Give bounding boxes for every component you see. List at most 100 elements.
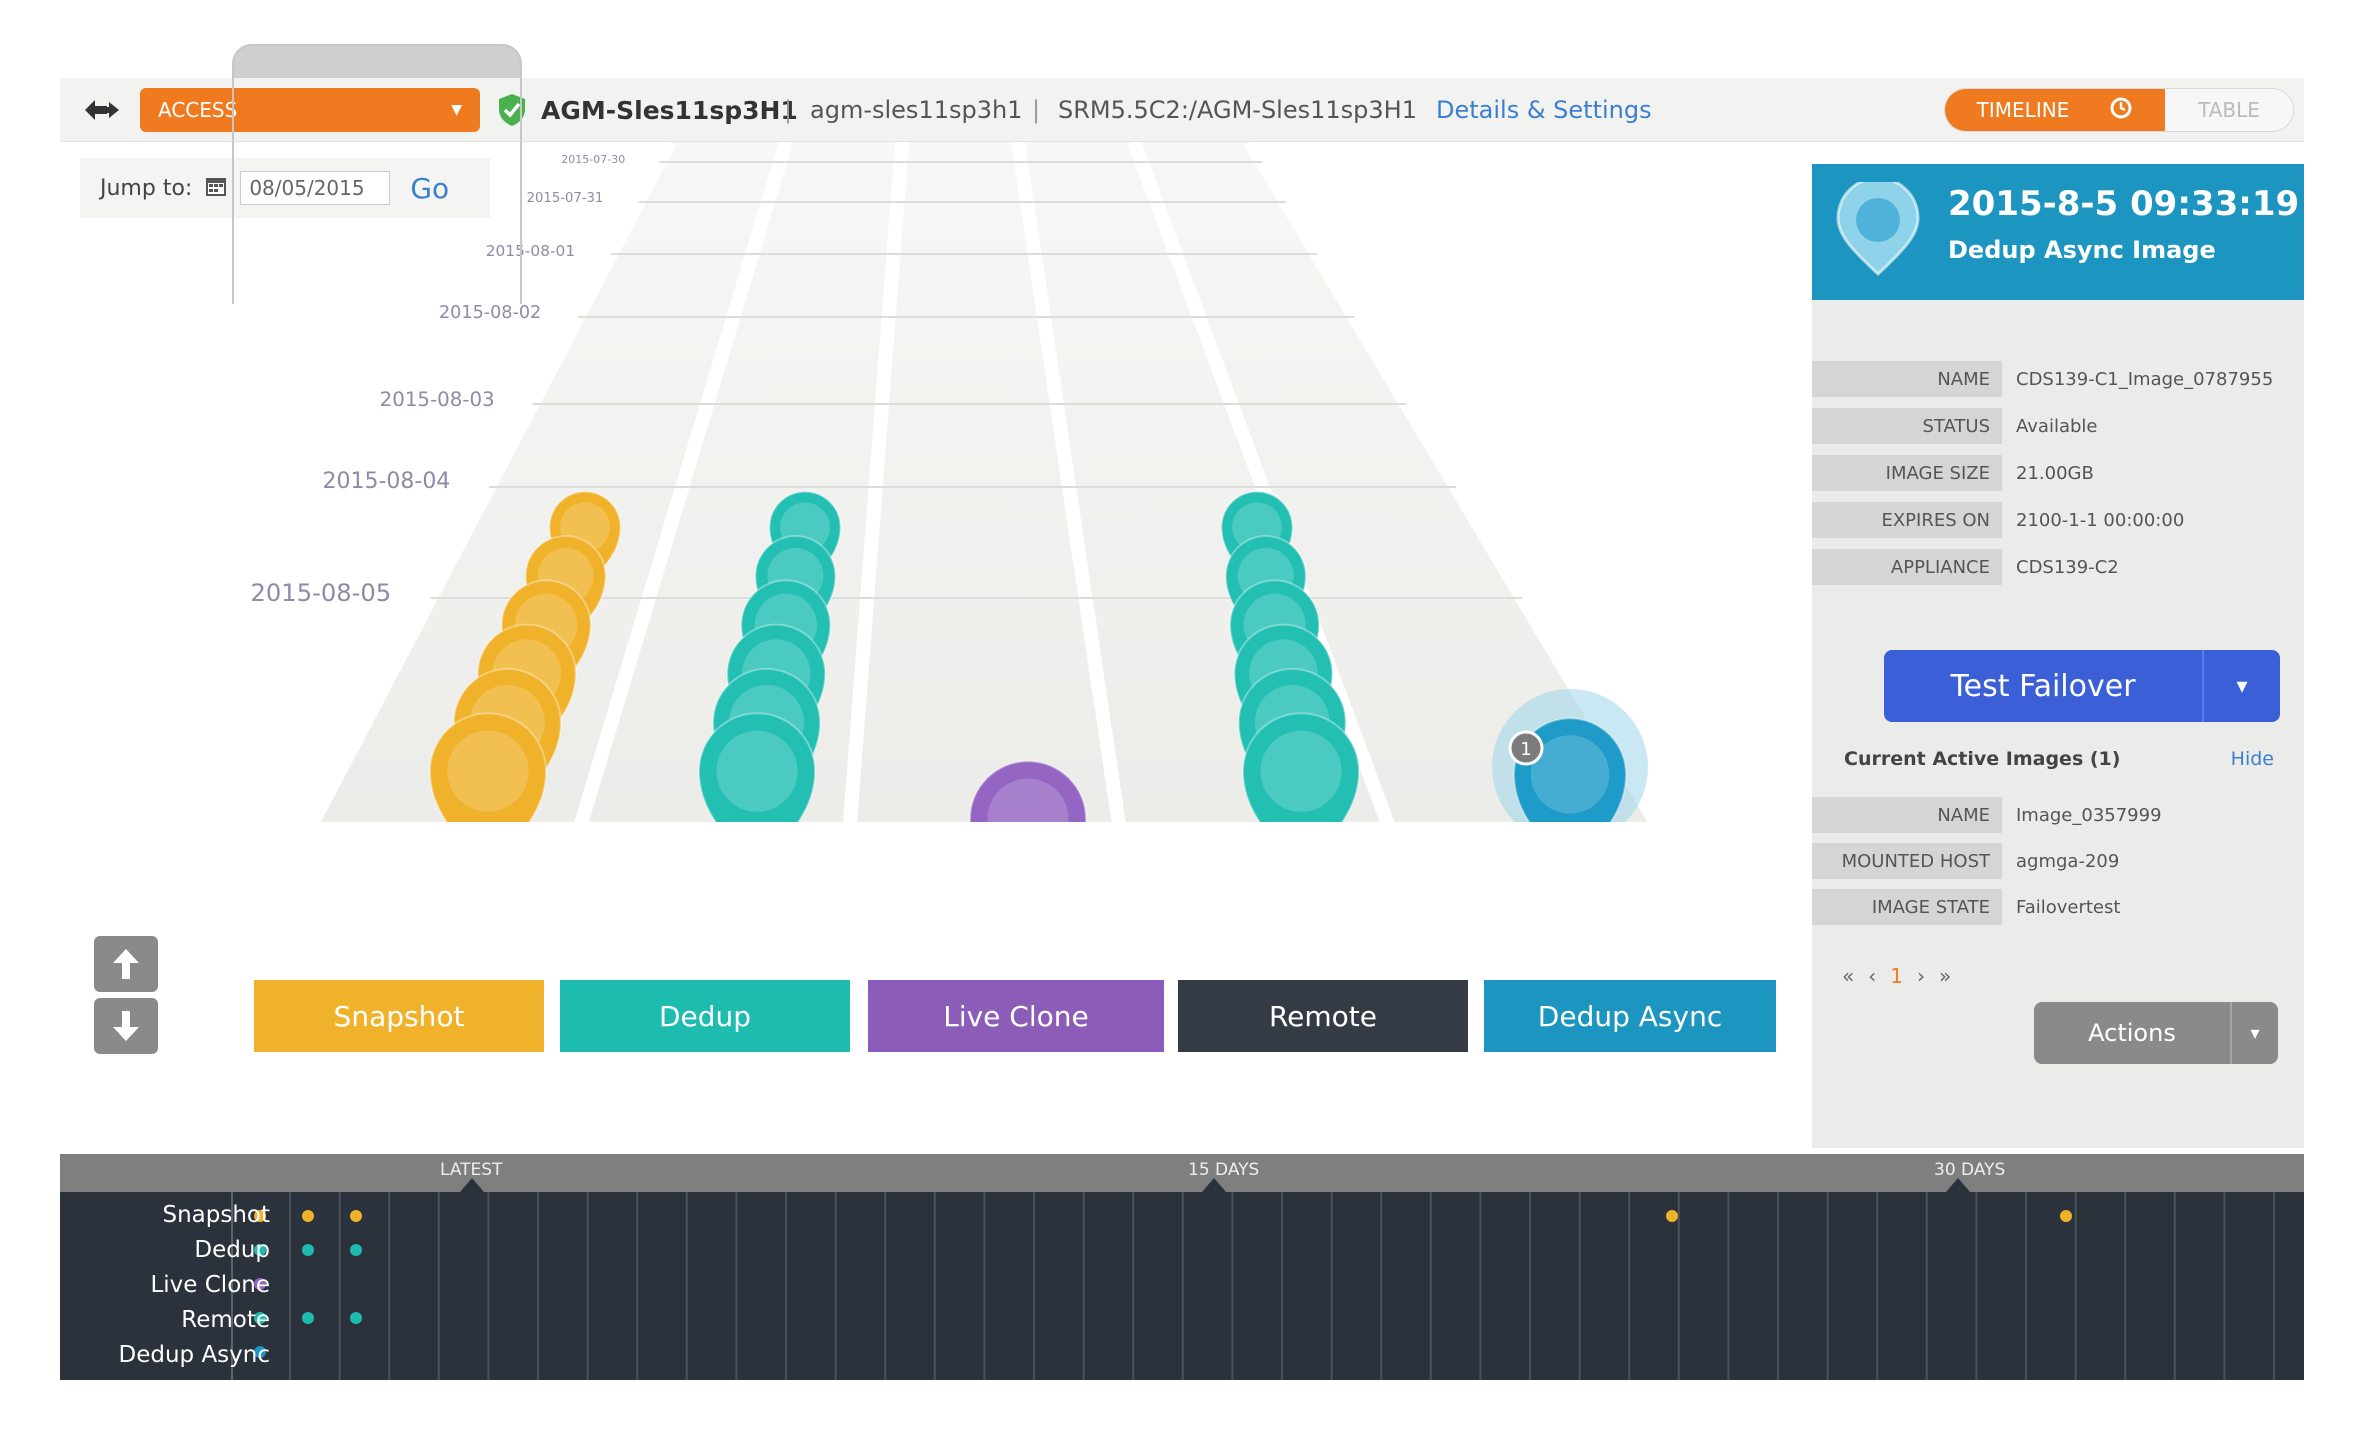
jump-date-input[interactable] bbox=[240, 171, 391, 205]
access-label: ACCESS bbox=[158, 98, 238, 122]
go-button[interactable]: Go bbox=[410, 171, 450, 205]
field-value: agmga-209 bbox=[2016, 850, 2120, 872]
date-tick-label: 2015-08-04 bbox=[322, 469, 451, 495]
date-tick-label: 2015-08-01 bbox=[485, 241, 576, 260]
next-page-button[interactable]: › bbox=[1916, 964, 1925, 988]
actions-dropdown-button[interactable]: ▾ bbox=[2230, 1002, 2278, 1064]
actions-button[interactable]: Actions bbox=[2088, 1019, 2176, 1047]
pager: « ‹ 1 › » bbox=[1842, 964, 1951, 988]
test-failover-button[interactable]: Test Failover bbox=[1950, 668, 2136, 704]
timeline-strip: LATEST 15 DAYS 30 DAYS Snapshot Dedup Li… bbox=[60, 1154, 2304, 1380]
count-badge bbox=[1508, 730, 1544, 766]
pin-body bbox=[697, 712, 817, 822]
field-row: STATUS Available bbox=[1812, 407, 2304, 445]
separator: | bbox=[1032, 96, 1041, 124]
image-lanes-stage: 1 bbox=[305, 142, 1664, 822]
marker-15-days: 15 DAYS bbox=[1188, 1160, 1260, 1180]
field-key: NAME bbox=[1812, 361, 2002, 397]
timeline-dot bbox=[2060, 1210, 2072, 1222]
category-dedup[interactable]: Dedup bbox=[560, 980, 850, 1052]
timeline-dot bbox=[350, 1244, 362, 1256]
category-dedup-async[interactable]: Dedup Async bbox=[1484, 980, 1776, 1052]
image-pin bbox=[1241, 712, 1361, 822]
jump-label: Jump to: bbox=[100, 175, 193, 201]
field-key: STATUS bbox=[1812, 408, 2002, 444]
category-label: Live Clone bbox=[943, 999, 1089, 1033]
timeline-dots bbox=[254, 1210, 2072, 1358]
calendar-icon[interactable] bbox=[204, 174, 228, 202]
first-page-button[interactable]: « bbox=[1842, 964, 1855, 988]
category-live-clone[interactable]: Live Clone bbox=[868, 980, 1164, 1052]
timeline-dot bbox=[254, 1244, 266, 1256]
view-toggle: TIMELINE TABLE bbox=[1944, 88, 2294, 132]
chevron-down-icon: ▾ bbox=[2250, 1022, 2260, 1044]
field-key: NAME bbox=[1812, 797, 2002, 833]
field-value: CDS139-C1_Image_0787955 bbox=[2016, 368, 2274, 390]
scroll-down-button[interactable] bbox=[94, 998, 158, 1054]
prev-page-button[interactable]: ‹ bbox=[1868, 964, 1877, 988]
field-value: Failovertest bbox=[2016, 896, 2121, 918]
date-tick-label: 2015-08-05 bbox=[250, 578, 392, 607]
pin-icon bbox=[1836, 182, 1920, 277]
timeline-row-label: Dedup Async bbox=[118, 1342, 271, 1368]
app-name: AGM-Sles11sp3H1 bbox=[541, 95, 798, 125]
category-snapshot[interactable]: Snapshot bbox=[254, 980, 544, 1052]
image-pin bbox=[697, 712, 817, 822]
lane-divider bbox=[305, 142, 677, 822]
test-failover-group: Test Failover ▾ bbox=[1884, 650, 2280, 722]
field-key: IMAGE STATE bbox=[1812, 889, 2002, 925]
timeline-dot bbox=[254, 1278, 266, 1290]
marker-30-days: 30 DAYS bbox=[1934, 1160, 2006, 1180]
category-remote[interactable]: Remote bbox=[1178, 980, 1468, 1052]
details-settings-link[interactable]: Details & Settings bbox=[1436, 96, 1652, 124]
shield-icon bbox=[497, 78, 527, 142]
lane-divider bbox=[1011, 142, 1126, 822]
jump-to-bar: Jump to: Go bbox=[80, 158, 490, 218]
marker-caret bbox=[460, 1178, 484, 1192]
timeline-dot bbox=[302, 1312, 314, 1324]
pin-body bbox=[968, 760, 1088, 822]
timeline-dot bbox=[302, 1210, 314, 1222]
separator: | bbox=[784, 96, 793, 124]
timeline-view-button[interactable]: TIMELINE bbox=[1945, 89, 2165, 131]
active-field-row: NAME Image_0357999 bbox=[1812, 796, 2304, 834]
count-badge-text: 1 bbox=[1520, 739, 1531, 760]
table-view-button[interactable]: TABLE bbox=[2165, 89, 2293, 131]
field-value: 2100-1-1 00:00:00 bbox=[2016, 509, 2185, 531]
date-tick-label: 2015-08-03 bbox=[379, 388, 495, 412]
source-path: SRM5.5C2:/AGM-Sles11sp3H1 bbox=[1058, 96, 1417, 124]
field-key: MOUNTED HOST bbox=[1812, 843, 2002, 879]
failover-dropdown-button[interactable]: ▾ bbox=[2202, 650, 2280, 722]
access-dropdown[interactable]: ACCESS ▼ bbox=[140, 88, 480, 132]
lane-divider bbox=[574, 142, 793, 822]
field-key: EXPIRES ON bbox=[1812, 502, 2002, 538]
actions-group: Actions ▾ bbox=[2034, 1002, 2278, 1064]
pin-highlight bbox=[447, 730, 529, 812]
host-name: agm-sles11sp3h1 bbox=[810, 96, 1023, 124]
app-frame: ACCESS ▼ AGM-Sles11sp3H1 | agm-sles11sp3… bbox=[60, 44, 2304, 1380]
timeline-row-label: Live Clone bbox=[150, 1272, 270, 1298]
hide-link[interactable]: Hide bbox=[2230, 748, 2274, 770]
field-value: Image_0357999 bbox=[2016, 804, 2162, 826]
category-label: Remote bbox=[1268, 999, 1378, 1033]
exit-button[interactable] bbox=[78, 78, 126, 142]
timeline-dot bbox=[350, 1312, 362, 1324]
image-pins: 1 bbox=[428, 490, 1648, 822]
pin-highlight bbox=[987, 778, 1069, 822]
image-pin bbox=[428, 712, 548, 822]
image-detail-panel: 2015-8-5 09:33:19 Dedup Async Image NAME… bbox=[1812, 164, 2304, 1148]
pin-body bbox=[428, 712, 548, 822]
timeline-gridlines bbox=[231, 1192, 2275, 1380]
category-label: Snapshot bbox=[333, 999, 465, 1033]
timeline-label: TIMELINE bbox=[1976, 98, 2070, 122]
marker-caret bbox=[1202, 1178, 1226, 1192]
field-value: Available bbox=[2016, 415, 2098, 437]
scroll-up-button[interactable] bbox=[94, 936, 158, 992]
field-value: 21.00GB bbox=[2016, 462, 2094, 484]
timeline-dot bbox=[350, 1210, 362, 1222]
timeline-window-handle[interactable] bbox=[232, 44, 522, 78]
last-page-button[interactable]: » bbox=[1938, 964, 1952, 988]
pin-highlight bbox=[716, 730, 798, 812]
timeline-row-label: Snapshot bbox=[162, 1202, 270, 1228]
date-tick-label: 2015-07-30 bbox=[561, 153, 626, 167]
